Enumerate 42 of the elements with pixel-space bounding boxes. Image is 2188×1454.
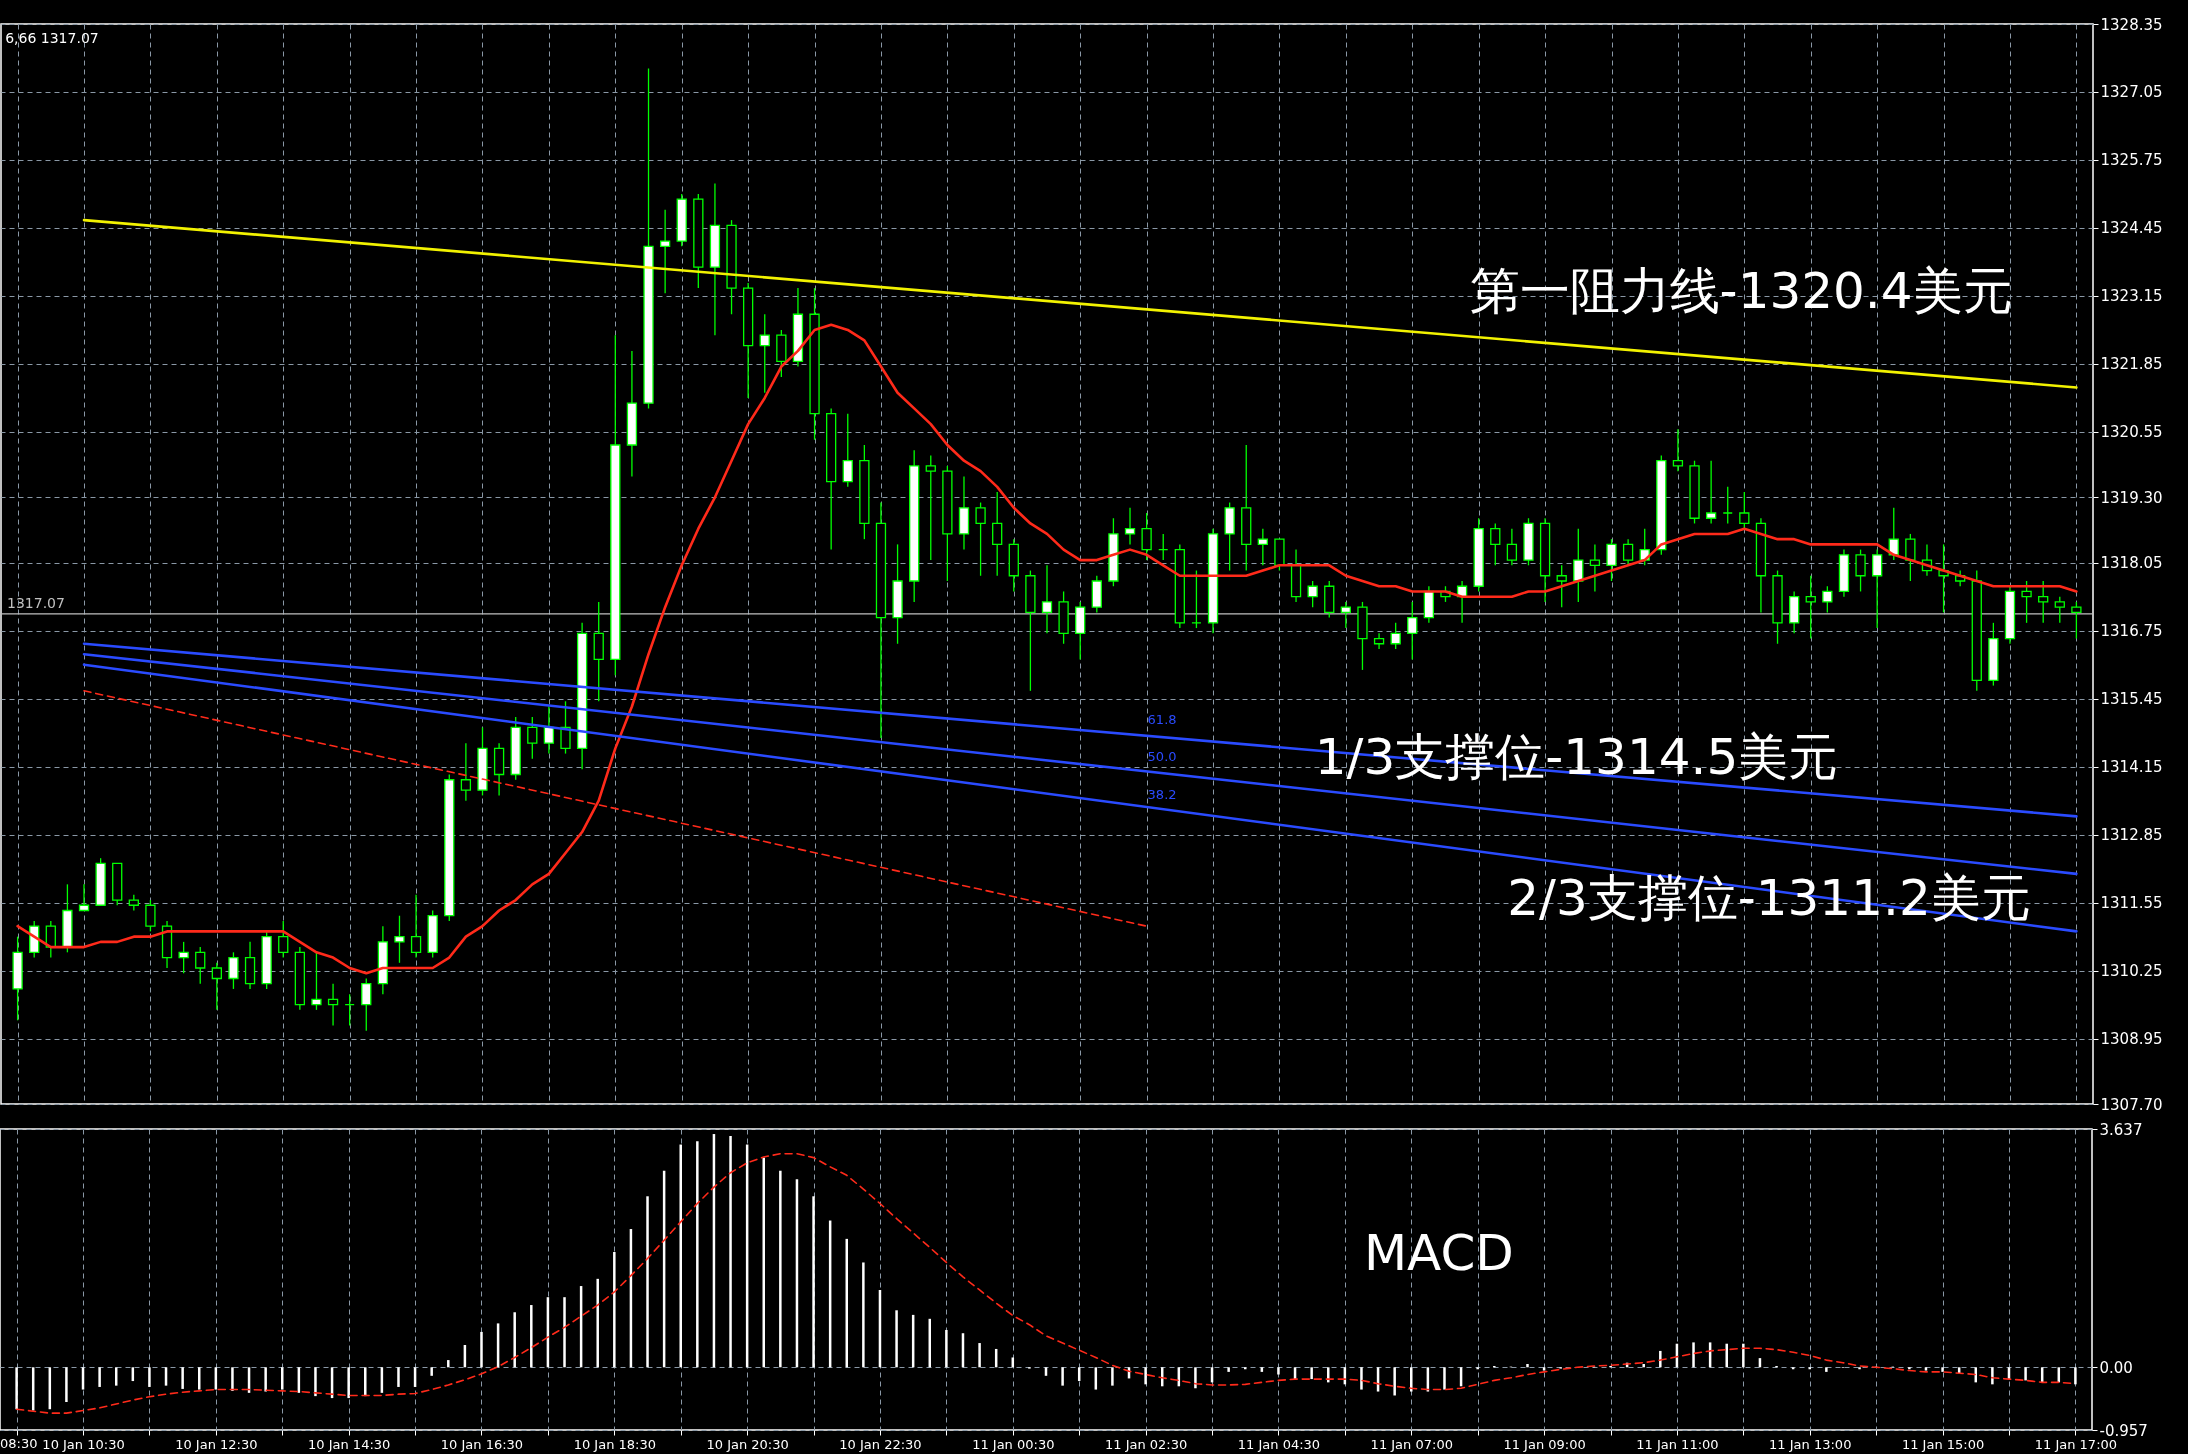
annotation: 第一阻力线-1320.4美元 <box>1469 261 2013 320</box>
y-tick-label: 1319.30 <box>2100 488 2163 507</box>
x-tick-label: 11 Jan 15:00 <box>1901 1436 1985 1452</box>
ref-line-label: 1317.07 <box>7 594 65 611</box>
y-tick-label: 1314.15 <box>2100 758 2163 777</box>
y-tick-label: 1312.85 <box>2100 826 2163 845</box>
x-tick-label: 10 Jan 10:30 <box>42 1436 125 1452</box>
x-tick-label: 10 Jan 20:30 <box>706 1436 789 1452</box>
annotation: 38.2 <box>1147 787 1177 803</box>
annotation: 6,66 1317.07 <box>5 30 99 47</box>
y-tick-label: 1325.75 <box>2100 151 2163 170</box>
y-tick-label: 0.00 <box>2099 1358 2133 1377</box>
y-tick-label: 1307.70 <box>2100 1095 2163 1114</box>
y-tick-label: 1327.05 <box>2100 83 2163 102</box>
y-tick-label: 1320.55 <box>2100 423 2163 442</box>
annotation: 50.0 <box>1147 749 1177 765</box>
text: 08:30 <box>0 1436 38 1451</box>
x-tick-label: 11 Jan 04:30 <box>1237 1436 1321 1452</box>
x-tick-label: 11 Jan 02:30 <box>1104 1436 1188 1452</box>
x-tick-label: 11 Jan 13:00 <box>1769 1436 1852 1452</box>
y-tick-label: 1321.85 <box>2100 355 2163 374</box>
y-tick-label: 1316.75 <box>2100 622 2163 641</box>
annotation: MACD <box>1363 1224 1514 1283</box>
x-tick-label: 10 Jan 12:30 <box>175 1436 258 1452</box>
y-tick-label: 1308.95 <box>2100 1030 2163 1049</box>
y-tick-label: 1318.05 <box>2100 554 2163 573</box>
x-tick-label: 10 Jan 22:30 <box>839 1436 922 1452</box>
y-tick-label: 1323.15 <box>2100 287 2163 306</box>
annotation: 61.8 <box>1147 711 1177 727</box>
y-tick-label: 1324.45 <box>2100 219 2163 238</box>
x-tick-label: 10 Jan 14:30 <box>308 1436 391 1452</box>
x-tick-label: 11 Jan 11:00 <box>1636 1436 1719 1452</box>
y-tick-label: 1311.55 <box>2100 894 2163 913</box>
y-tick-label: 1310.25 <box>2100 962 2163 981</box>
y-tick-label: 3.637 <box>2099 1120 2143 1139</box>
y-tick-label: 1328.35 <box>2100 15 2163 34</box>
y-tick-label: 1315.45 <box>2100 690 2163 709</box>
x-tick-label: 10 Jan 16:30 <box>440 1436 524 1452</box>
x-tick-label: 11 Jan 00:30 <box>972 1436 1055 1452</box>
x-tick-label: 10 Jan 18:30 <box>573 1436 656 1452</box>
x-tick-label: 11 Jan 07:00 <box>1370 1436 1453 1452</box>
x-tick-label: 11 Jan 09:00 <box>1503 1436 1586 1452</box>
